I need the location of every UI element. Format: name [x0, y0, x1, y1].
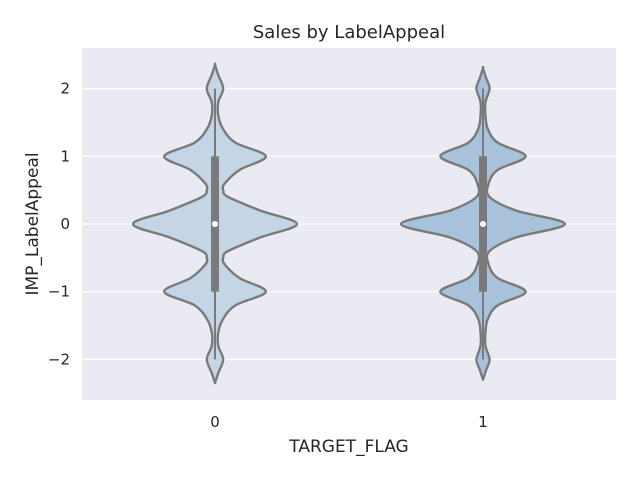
y-tick-label: −1: [48, 283, 70, 301]
y-tick-label: −2: [48, 350, 70, 368]
chart-title: Sales by LabelAppeal: [253, 22, 445, 43]
x-tick-label: 0: [210, 413, 220, 431]
y-tick-label: 1: [60, 147, 70, 165]
y-tick-label: 0: [60, 215, 70, 233]
y-tick-labels: 2 1 0 −1 −2: [48, 80, 70, 369]
x-tick-label: 1: [478, 413, 488, 431]
y-axis-title: IMP_LabelAppeal: [23, 152, 43, 295]
violin-median-point: [212, 221, 218, 227]
violin-median-point: [480, 221, 486, 227]
x-axis-title: TARGET_FLAG: [288, 437, 408, 457]
y-tick-label: 2: [60, 80, 70, 98]
violins: [131, 62, 567, 385]
